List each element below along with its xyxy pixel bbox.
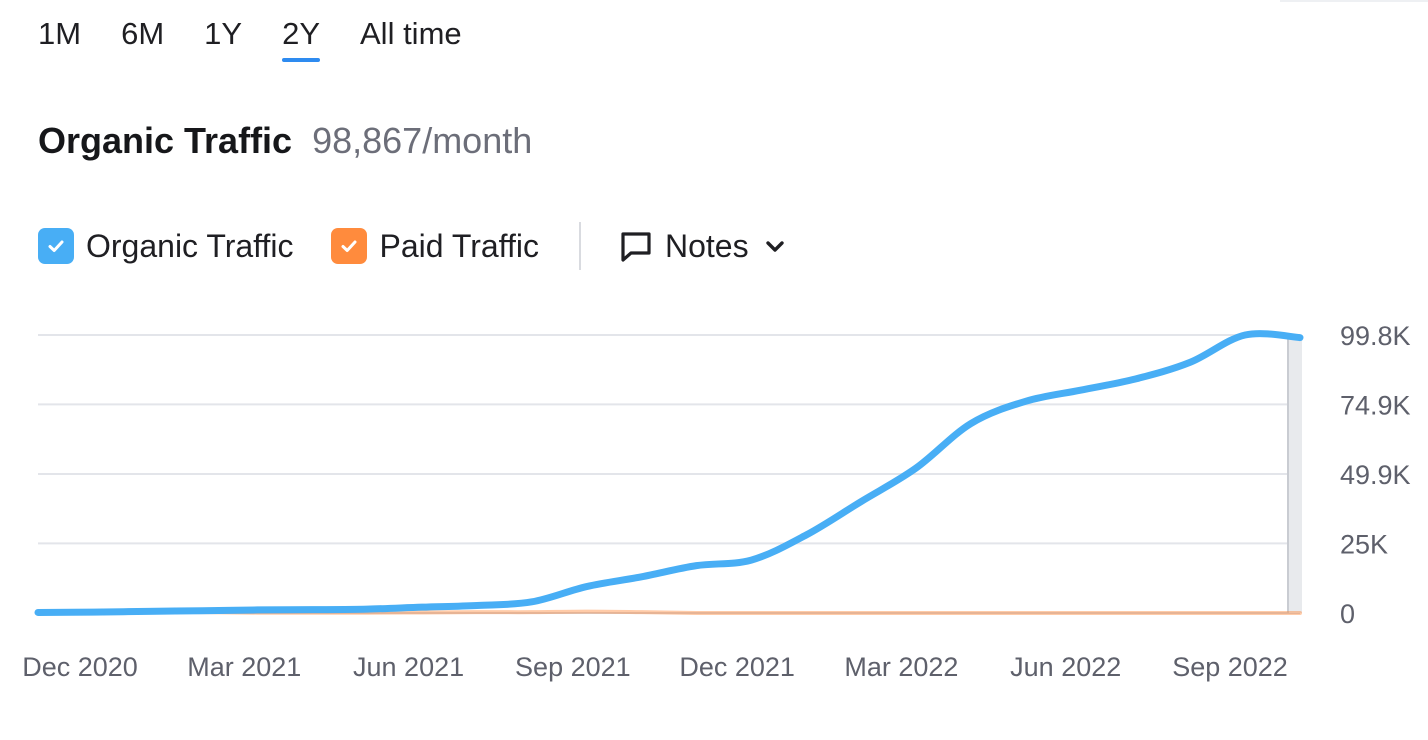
tab-1m[interactable]: 1M <box>38 16 82 51</box>
comment-icon <box>619 229 653 263</box>
legend-paid-label: Paid Traffic <box>379 227 539 264</box>
tab-2y[interactable]: 2Y <box>282 14 320 62</box>
organic-traffic-line <box>34 330 1304 616</box>
y-tick-label: 25K <box>1340 529 1388 559</box>
y-tick-label: 49.9K <box>1340 460 1411 490</box>
legend-organic-label: Organic Traffic <box>86 227 294 264</box>
legend-organic-toggle[interactable]: Organic Traffic <box>38 228 293 265</box>
traffic-value: 98,867/month <box>312 120 533 161</box>
chart-legend: Organic Traffic Paid Traffic Notes <box>38 222 787 270</box>
x-tick-label: Mar 2022 <box>844 652 958 682</box>
x-tick-label: Dec 2021 <box>679 652 795 682</box>
check-icon <box>341 240 357 252</box>
headline: Organic Traffic 98,867/month <box>38 120 532 162</box>
x-tick-label: Mar 2021 <box>187 652 301 682</box>
tab-6m[interactable]: 6M <box>121 16 165 51</box>
check-icon <box>48 240 64 252</box>
x-tick-label: Sep 2022 <box>1172 652 1288 682</box>
notes-dropdown-button[interactable]: Notes <box>619 228 787 265</box>
tab-1y[interactable]: 1Y <box>204 16 243 51</box>
organic-checkbox[interactable] <box>38 228 74 264</box>
x-tick-label: Sep 2021 <box>515 652 631 682</box>
x-tick-label: Jun 2021 <box>353 652 464 682</box>
y-tick-label: 99.8K <box>1340 321 1411 351</box>
period-tabs: 1M 6M 1Y 2Y All time <box>38 14 502 62</box>
y-tick-label: 74.9K <box>1340 390 1411 420</box>
legend-divider <box>578 222 581 270</box>
x-tick-label: Jun 2022 <box>1010 652 1121 682</box>
page-title: Organic Traffic <box>38 120 293 161</box>
top-right-divider <box>1280 0 1428 2</box>
paid-checkbox[interactable] <box>331 228 368 264</box>
hover-band <box>1288 335 1302 613</box>
notes-label: Notes <box>664 227 749 264</box>
x-tick-label: Dec 2020 <box>22 652 138 682</box>
y-tick-label: 0 <box>1340 599 1355 629</box>
chevron-down-icon <box>763 234 787 258</box>
tab-all-time[interactable]: All time <box>360 16 462 51</box>
legend-paid-toggle[interactable]: Paid Traffic <box>331 227 539 265</box>
